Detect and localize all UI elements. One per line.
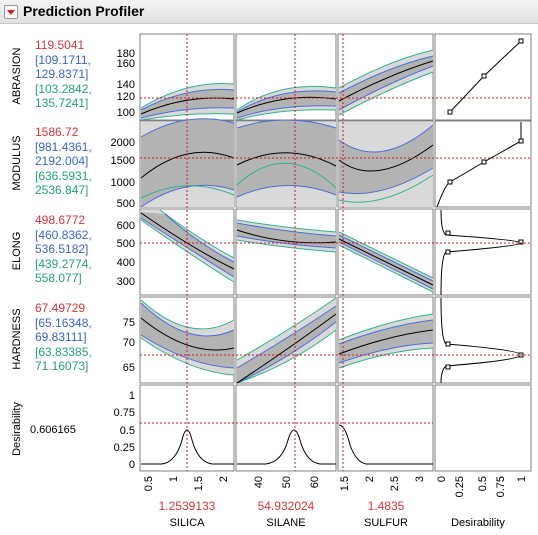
y-tick: 0: [129, 459, 135, 471]
x-tick: 0.5: [477, 476, 489, 491]
y-tick: 400: [117, 257, 135, 269]
x-tick: 1: [516, 476, 528, 482]
y-tick: 160: [117, 58, 135, 70]
x-tick: 3: [414, 476, 426, 482]
x-tick: 1.5: [339, 476, 351, 491]
hardness-traces: [140, 297, 524, 384]
panel-abrasion-sulfur: [337, 33, 434, 121]
panel-abrasion-desirability: [434, 33, 532, 121]
x-tick: 0.5: [143, 476, 155, 491]
y-tick: 140: [117, 79, 135, 91]
predicted-value: 1586.72: [35, 125, 79, 139]
silica-factor-label: SILICA: [169, 517, 205, 529]
abrasion-traces: [140, 38, 524, 121]
silane-x-axis: 40 50 60: [253, 476, 321, 488]
y-tick: 70: [123, 337, 135, 349]
y-tick: 1000: [111, 177, 135, 189]
silica-x-axis: 0.5 1 1.5 2: [143, 476, 230, 491]
x-tick: 0.75: [495, 476, 507, 497]
confidence-high: 69.83111]: [35, 330, 87, 345]
prediction-hardness: 67.49729 [65.16348, 69.83111] [63.83385,…: [35, 301, 92, 374]
y-tick: 120: [117, 91, 135, 103]
y-tick: 500: [117, 198, 135, 210]
x-tick: 2.5: [389, 476, 401, 491]
prediction-high: 71.16073]: [35, 359, 89, 374]
y-tick: 1500: [111, 155, 135, 167]
x-tick: 1.5: [193, 476, 205, 491]
hardness-y-axis: 75 70 65: [123, 317, 135, 374]
prediction-high: 2536.847]: [35, 183, 89, 198]
sulfur-factor-label: SULFUR: [363, 517, 408, 529]
y-tick: 2000: [111, 137, 135, 149]
modulus-y-axis: 2000 1500 1000 500: [111, 137, 135, 210]
desirability-value: 0.606165: [30, 424, 76, 436]
red-triangle-menu-icon[interactable]: [4, 5, 18, 19]
panel-hardness-desirability: [434, 296, 532, 384]
confidence-high: 2192.004]: [35, 154, 89, 169]
panel-desirability-silica: [139, 384, 235, 472]
modulus-traces: [140, 118, 524, 208]
predicted-value: 67.49729: [35, 301, 86, 315]
prediction-abrasion: 119.5041 [109.1711, 129.8371] [103.2842,…: [35, 38, 92, 111]
y-tick: 65: [123, 362, 135, 374]
y-tick: 0.25: [114, 442, 135, 454]
predicted-value: 119.5041: [35, 38, 85, 52]
confidence-low: [981.4361,: [35, 139, 92, 154]
panel-hardness-silane: [235, 296, 337, 384]
panel-desirability-silane: [235, 384, 337, 472]
y-tick: 1: [129, 390, 135, 402]
desirability-traces: [141, 424, 433, 465]
y-tick: 500: [117, 238, 135, 250]
panel-elong-desirability: [434, 208, 532, 296]
elong-traces: [140, 209, 524, 296]
x-tick: 40: [253, 476, 265, 488]
prediction-low: [103.2842,: [35, 81, 92, 96]
prediction-modulus: 1586.72 [981.4361, 2192.004] [636.5931, …: [35, 125, 92, 198]
x-tick: 0: [436, 476, 448, 482]
prediction-low: [636.5931,: [35, 168, 92, 183]
prediction-high: 558.077]: [35, 271, 82, 286]
confidence-low: [109.1711,: [35, 52, 91, 67]
prediction-elong: 498.6772 [460.8362, 536.5182] [439.2774,…: [35, 213, 92, 286]
y-tick: 0.75: [114, 407, 135, 419]
prediction-low: [439.2774,: [35, 256, 92, 271]
prediction-low: [63.83385,: [35, 344, 92, 359]
y-tick: 75: [123, 317, 135, 329]
y-tick: 300: [117, 276, 135, 288]
confidence-high: 536.5182]: [35, 242, 89, 257]
silica-value-input[interactable]: 1.2539133: [158, 499, 216, 513]
desirability-x-axis: 0 0.25 0.5 0.75 1: [436, 476, 528, 497]
prediction-high: 135.7241]: [35, 96, 89, 111]
profiler-title: Prediction Profiler: [23, 3, 145, 19]
sulfur-x-axis: 1.5 2 2.5 3: [339, 476, 426, 491]
x-tick: 2: [218, 476, 230, 482]
y-tick: 100: [117, 107, 135, 119]
current-value-crosshairs: [140, 34, 531, 471]
profiler-title-bar: Prediction Profiler: [0, 0, 538, 24]
silane-factor-label: SILANE: [266, 517, 306, 529]
panel-modulus-desirability: [434, 120, 532, 208]
predicted-value: 498.6772: [35, 213, 86, 227]
confidence-high: 129.8371]: [35, 67, 89, 82]
confidence-low: [460.8362,: [35, 227, 92, 242]
x-tick: 1: [168, 476, 180, 482]
elong-y-axis: 600 500 400 300: [117, 220, 135, 288]
confidence-low: [65.16348,: [35, 315, 92, 330]
panel-desirability-empty: [434, 384, 532, 472]
x-tick: 0.25: [454, 476, 466, 497]
sulfur-value-input[interactable]: 1.4835: [367, 499, 405, 513]
y-tick: 180: [117, 48, 135, 60]
panel-elong-sulfur: [337, 208, 434, 296]
x-tick: 60: [309, 476, 321, 488]
abrasion-y-axis: 180 160 140 120 100: [117, 48, 135, 119]
y-tick: 0.5: [120, 425, 135, 437]
x-tick: 2: [364, 476, 376, 482]
desirability-axis-label: Desirability: [451, 517, 505, 529]
silane-value-input[interactable]: 54.932024: [257, 499, 315, 513]
x-tick: 50: [281, 476, 293, 488]
panel-desirability-sulfur: [337, 384, 434, 472]
desirability-y-axis: 1 0.75 0.5 0.25 0: [114, 390, 135, 471]
y-tick: 600: [117, 220, 135, 232]
